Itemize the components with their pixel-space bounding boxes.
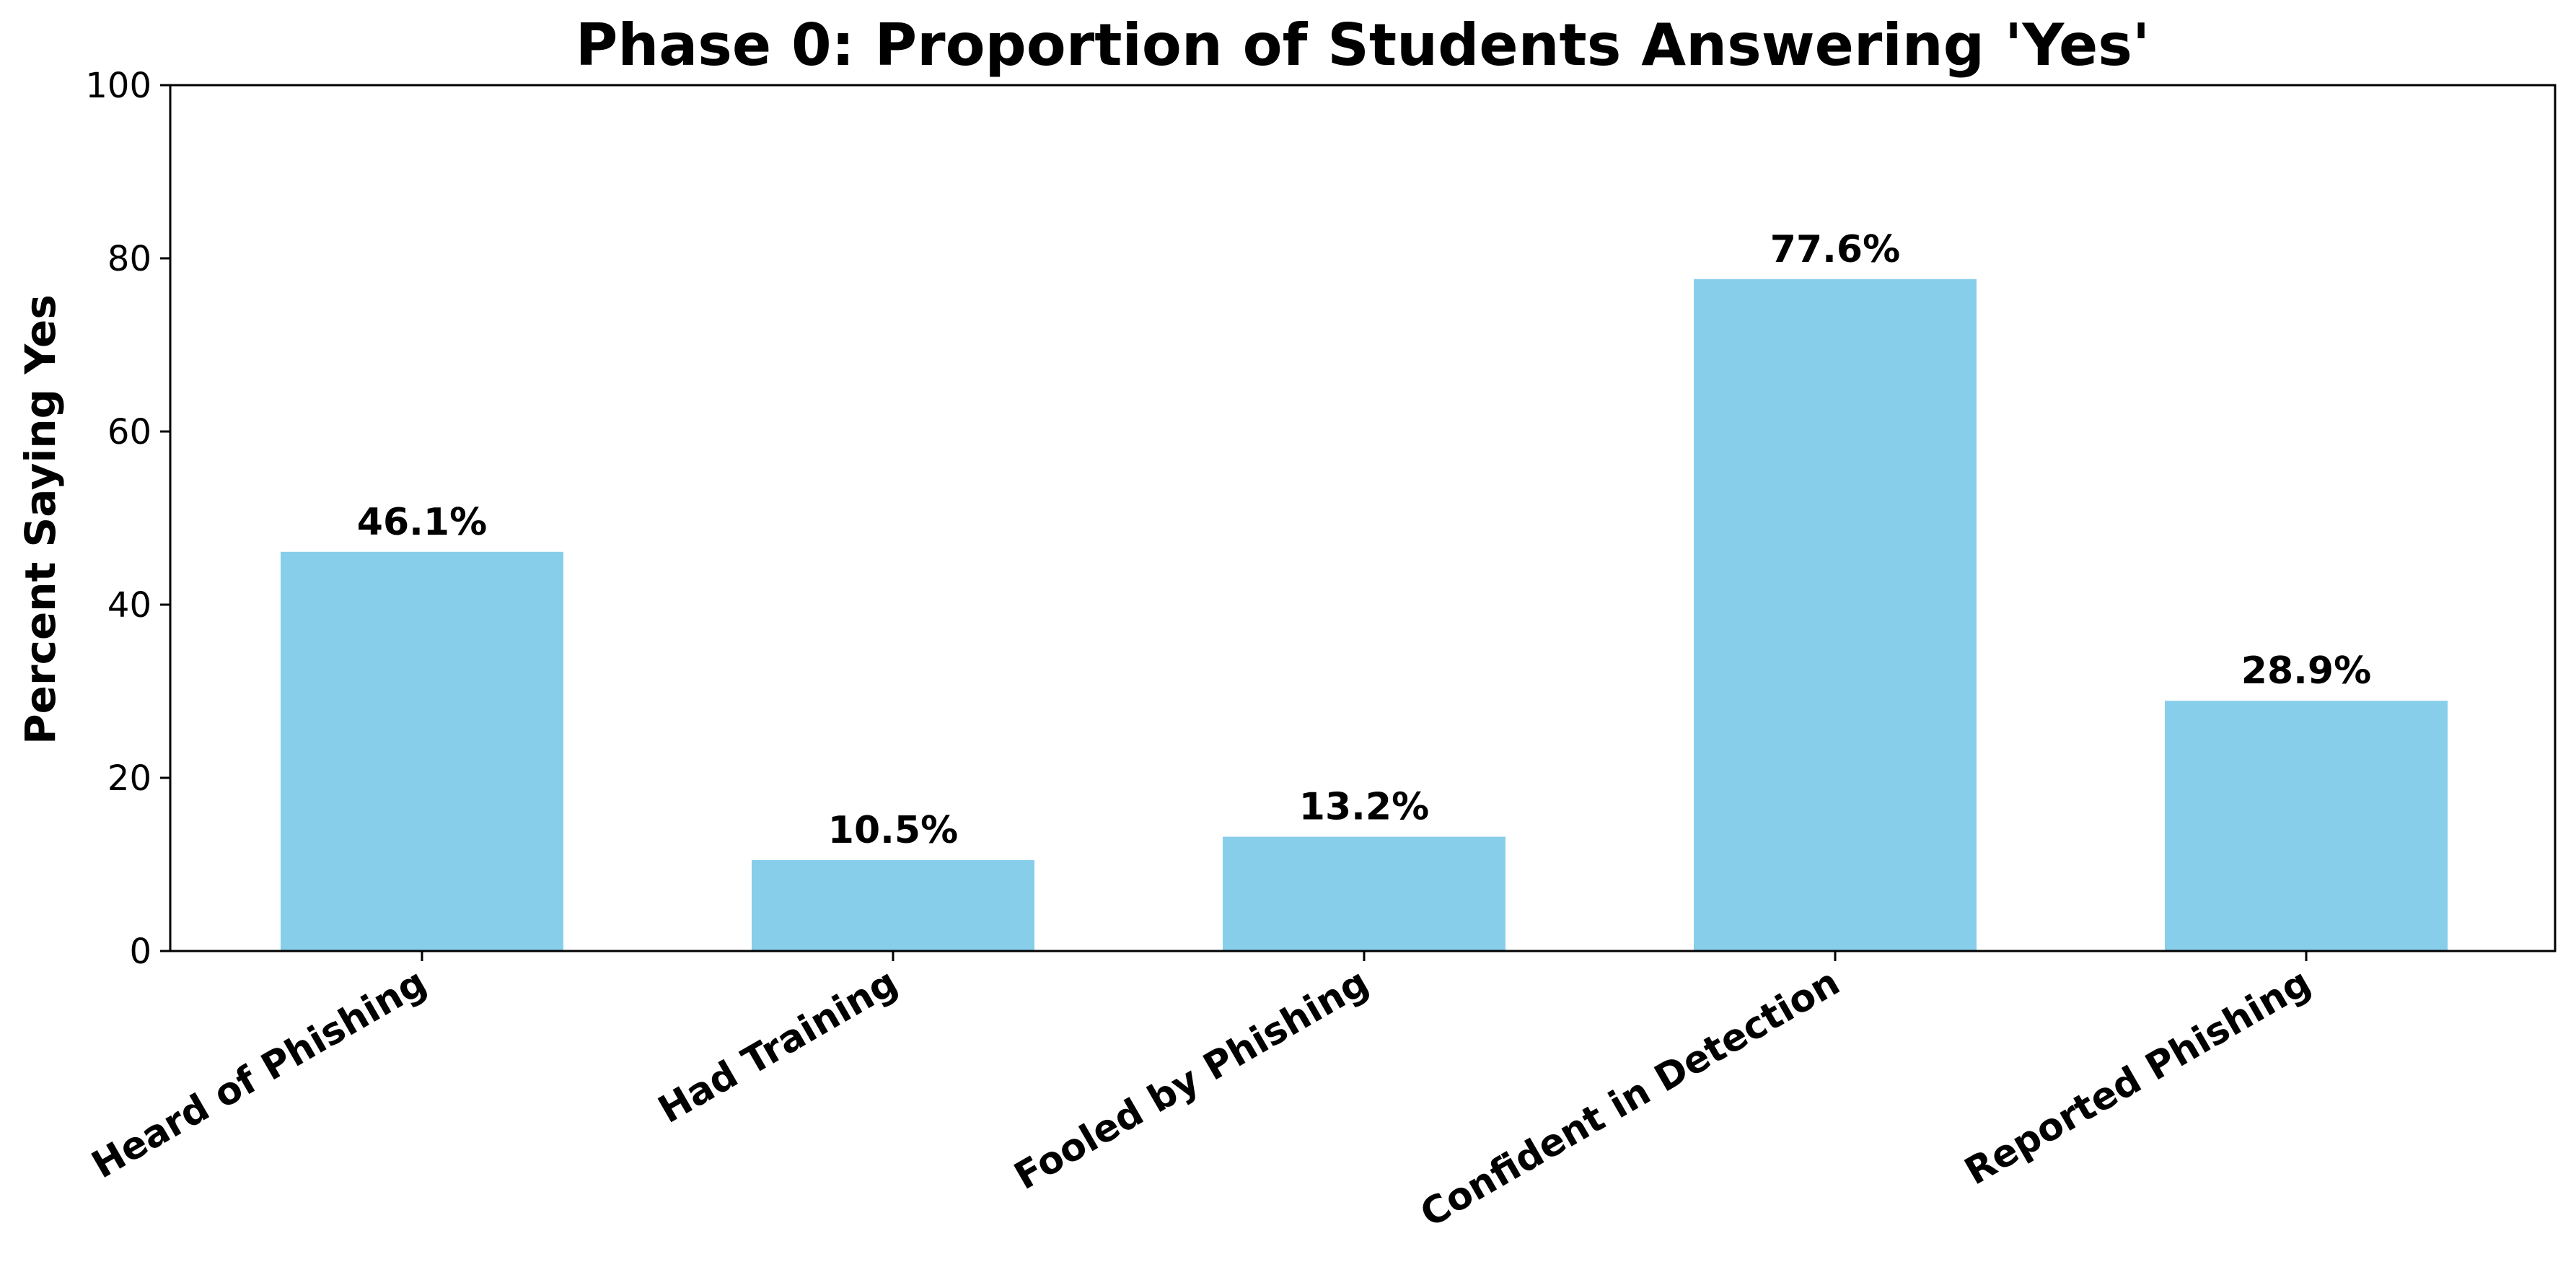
chart-title: Phase 0: Proportion of Students Answerin… <box>576 12 2150 79</box>
bar-value-label-1: 10.5% <box>828 809 958 852</box>
bar-4 <box>2165 701 2448 951</box>
bar-2 <box>1223 836 1505 951</box>
plot-frame <box>169 84 2557 952</box>
bar-0 <box>281 551 563 951</box>
y-tick-label-2: 40 <box>107 585 151 626</box>
y-tick-label-5: 100 <box>85 66 151 106</box>
x-axis-ticks: Heard of Phishing Had Training Fooled by P… <box>84 951 2318 1236</box>
x-tick-label-0: Heard of Phishing <box>84 960 434 1187</box>
y-axis-label: Percent Saying Yes <box>16 294 65 745</box>
x-tick-label-3: Confident in Detection <box>1413 960 1847 1236</box>
bar-1 <box>752 860 1034 951</box>
bar-value-label-2: 13.2% <box>1299 786 1429 829</box>
bar-3 <box>1694 279 1977 951</box>
x-tick-label-4: Reported Phishing <box>1958 960 2318 1193</box>
bars-group <box>281 279 2448 951</box>
y-tick-label-0: 0 <box>129 932 151 972</box>
y-axis-ticks: 0 20 40 60 80 100 <box>85 66 170 972</box>
bar-value-label-3: 77.6% <box>1770 228 1900 271</box>
bar-value-label-0: 46.1% <box>357 501 487 544</box>
data-labels-group: 46.1% 10.5% 13.2% 77.6% 28.9% <box>357 228 2371 852</box>
bar-value-label-4: 28.9% <box>2241 649 2371 693</box>
x-tick-label-2: Fooled by Phishing <box>1007 960 1376 1199</box>
y-tick-label-1: 20 <box>107 758 151 799</box>
x-tick-label-1: Had Training <box>651 960 905 1132</box>
y-tick-label-4: 80 <box>107 239 151 279</box>
y-tick-label-3: 60 <box>107 412 151 452</box>
